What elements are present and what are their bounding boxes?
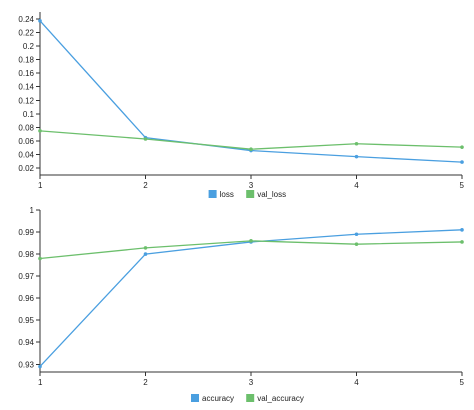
chart-1: 0.02 0.04 0.06 0.08 0.1 0.12 0.14 0.16 0.18 0.2 0.… [18,12,465,199]
y-tick-label: 1 [30,206,35,215]
data-point-val_loss [143,137,148,141]
x-tick-label: 3 [249,181,254,190]
data-point-val_accuracy [354,242,359,246]
y-tick-label: 0.18 [18,56,34,65]
data-point-loss [460,160,464,164]
data-point-val_loss [460,145,464,149]
legend-label-accuracy: accuracy [202,394,234,403]
y-tick-label: 0.2 [23,42,35,51]
y-tick-label: 0.24 [18,15,34,24]
x-tick-label: 2 [143,181,148,190]
data-point-accuracy [354,232,359,237]
y-tick-label: 0.96 [18,294,34,303]
y-tick-label: 0.99 [18,228,34,237]
data-point-loss [38,19,42,23]
y-tick-label: 0.12 [18,96,34,105]
chart-2: 0.93 0.94 0.95 0.96 0.97 0.98 0.99 1 1 2 3 4 5 accura… [18,206,464,403]
legend-swatch-loss [208,190,217,198]
x-tick-label: 3 [249,378,254,387]
data-point-val_loss [249,147,253,151]
x-tick-label: 4 [354,181,359,190]
y-tick-label: 0.06 [18,137,34,146]
y-tick-label: 0.08 [18,123,34,132]
x-tick-label: 2 [143,378,148,387]
y-tick-label: 0.16 [18,69,34,78]
x-tick-label: 5 [460,181,465,190]
y-tick-label: 0.98 [18,250,34,259]
legend-label-val_accuracy: val_accuracy [257,394,304,403]
y-tick-label: 0.22 [18,28,34,37]
data-point-accuracy [143,252,148,256]
x-tick-label: 5 [460,378,465,387]
x-tick-label: 1 [38,378,43,387]
data-point-val_accuracy [143,246,148,250]
y-tick-label: 0.1 [23,110,35,119]
data-point-val_accuracy [460,240,464,244]
series-line-loss [39,20,463,163]
data-point-val_accuracy [249,239,253,243]
y-tick-label: 0.95 [18,316,34,325]
data-point-accuracy [460,228,464,232]
legend-label-val_loss: val_loss [257,190,286,199]
x-tick-label: 4 [354,378,359,387]
y-tick-label: 0.14 [18,83,34,92]
legend: loss val_loss [208,190,286,199]
data-point-val_loss [354,141,359,146]
legend: accuracy val_accuracy [191,394,304,403]
legend-label-loss: loss [220,190,234,199]
y-tick-label: 0.02 [18,164,34,173]
y-tick-label: 0.94 [18,338,34,347]
y-tick-label: 0.93 [18,360,34,369]
data-point-accuracy [38,364,42,369]
data-point-val_accuracy [38,256,42,261]
series-line-accuracy [39,229,463,367]
data-point-loss [354,154,359,159]
series-line-val_loss [39,130,463,150]
x-tick-label: 1 [38,181,43,190]
y-tick-label: 0.04 [18,151,34,160]
legend-swatch-val_accuracy [246,394,255,402]
legend-swatch-val_loss [246,190,255,198]
y-tick-label: 0.97 [18,272,34,281]
legend-swatch-accuracy [191,394,199,402]
data-point-val_loss [38,129,42,133]
